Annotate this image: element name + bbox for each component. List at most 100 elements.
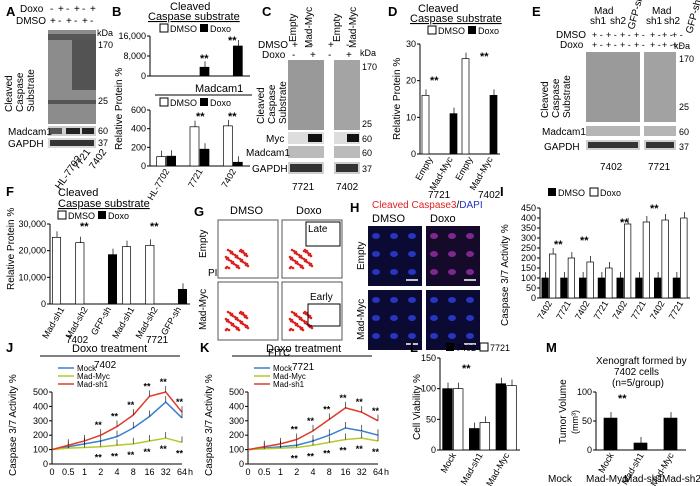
flow-dot bbox=[230, 250, 234, 254]
nucleus bbox=[390, 251, 398, 257]
nucleus bbox=[390, 233, 398, 239]
significance: ** bbox=[340, 393, 348, 403]
b-ylabel: Relative Protein % bbox=[114, 68, 125, 150]
g-xlabel: FITC bbox=[268, 348, 290, 359]
significance: ** bbox=[150, 221, 159, 233]
y-tick-label: 10,000 bbox=[18, 272, 46, 282]
bar bbox=[654, 277, 662, 299]
kda-label: kDa bbox=[97, 28, 113, 38]
x-tick-label: Mad-Myc bbox=[484, 451, 511, 486]
bar bbox=[166, 155, 177, 167]
significance: ** bbox=[200, 53, 209, 65]
flow-dot bbox=[300, 326, 304, 330]
legend-doxo-swatch bbox=[468, 26, 476, 34]
x-tick-label: 7402 bbox=[573, 299, 592, 321]
nucleus bbox=[466, 333, 474, 339]
kda-label: kDa bbox=[360, 48, 376, 58]
sign: + bbox=[50, 16, 56, 27]
f-ylabel: Relative Protein % bbox=[6, 208, 17, 290]
flow-dot bbox=[234, 263, 238, 267]
blot-cleaved-substrate bbox=[334, 60, 360, 130]
legend-dmso: DMSO bbox=[558, 188, 585, 198]
flow-dot bbox=[293, 259, 297, 263]
flow-dot bbox=[299, 316, 303, 320]
legend-dmso-swatch bbox=[427, 25, 437, 35]
y-tick-label: 150 bbox=[421, 353, 436, 363]
significance: ** bbox=[144, 447, 152, 457]
x-tick-label: 7721 bbox=[629, 299, 648, 321]
nucleus bbox=[390, 315, 398, 321]
flow-dot bbox=[309, 254, 313, 258]
k-title: Doxo treatment bbox=[266, 343, 341, 355]
y-tick-label: 100 bbox=[33, 445, 48, 455]
y-tick-label: 100 bbox=[421, 384, 436, 394]
flow-dot bbox=[235, 316, 239, 320]
bar bbox=[199, 66, 210, 77]
flow-dot bbox=[240, 258, 244, 262]
sign: - bbox=[90, 16, 93, 27]
y-tick-label: 300 bbox=[521, 233, 536, 243]
legend-label: Mad-Myc bbox=[273, 372, 306, 381]
y-tick-label: 100 bbox=[577, 387, 592, 397]
flow-dot bbox=[229, 321, 233, 325]
nucleus bbox=[448, 269, 456, 275]
y-tick-label: 8,000 bbox=[123, 51, 146, 61]
m-title-line1: Xenograft formed by bbox=[596, 356, 687, 367]
b-title-line1: Cleaved bbox=[170, 1, 210, 13]
x-tick-label: 64 bbox=[177, 467, 187, 477]
y-tick-label: 0 bbox=[239, 459, 244, 469]
dmso-label: DMSO bbox=[16, 16, 46, 27]
j-ylabel: Caspase 3/7 Activity % bbox=[8, 374, 19, 476]
x-tick-label: 0.5 bbox=[258, 467, 271, 477]
m-title-line3: (n=5/group) bbox=[612, 378, 664, 389]
significance: ** bbox=[228, 111, 237, 123]
panel-m: M Xenograft formed by 7402 cells (n=5/gr… bbox=[546, 340, 687, 486]
y-tick-label: 50 bbox=[526, 283, 536, 293]
bar bbox=[567, 257, 575, 299]
flow-dot bbox=[296, 262, 300, 266]
blot-band bbox=[72, 40, 96, 90]
blot-cleaved-substrate bbox=[586, 52, 640, 122]
nucleus bbox=[466, 315, 474, 321]
flow-dot bbox=[293, 321, 297, 325]
sign-row: - + - + - ++ - + - + - bbox=[50, 4, 96, 27]
bar bbox=[199, 148, 210, 167]
significance: ** bbox=[340, 446, 348, 456]
flow-dot bbox=[243, 323, 247, 327]
flow-dot bbox=[241, 322, 245, 326]
flow-dot bbox=[296, 324, 300, 328]
nucleus bbox=[408, 233, 416, 239]
bar bbox=[541, 277, 549, 299]
h-col-doxo: Doxo bbox=[430, 213, 456, 225]
blot-band bbox=[66, 128, 80, 134]
flow-dot bbox=[291, 320, 295, 324]
y-tick-label: 200 bbox=[229, 430, 244, 440]
j-title: Doxo treatment bbox=[72, 343, 147, 355]
bar bbox=[51, 236, 62, 305]
group-label: Mock bbox=[548, 474, 573, 485]
y-tick-label: 0 bbox=[531, 293, 536, 303]
panel-b: B Cleaved Caspase substrate DMSO Doxo 16… bbox=[112, 1, 252, 202]
flow-dot bbox=[291, 328, 295, 332]
flow-dot bbox=[245, 316, 249, 320]
bar bbox=[121, 246, 132, 305]
flow-dot bbox=[297, 315, 301, 319]
x-tick-label: 0 bbox=[49, 467, 54, 477]
row-label-gapdh: GAPDH bbox=[544, 142, 580, 153]
nucleus bbox=[372, 251, 380, 257]
y-tick-label: 400 bbox=[131, 124, 146, 134]
significance: ** bbox=[462, 363, 471, 375]
flow-dot bbox=[289, 265, 293, 269]
y-tick-label: 200 bbox=[521, 253, 536, 263]
flow-dot bbox=[241, 311, 245, 315]
flow-plot bbox=[281, 281, 343, 341]
x-tick-label: 16 bbox=[340, 467, 350, 477]
panel-a: A Doxo DMSO - + - + - ++ - + - + - kDa 170 25 60 3… bbox=[4, 4, 113, 192]
h-title-sep: / bbox=[457, 200, 460, 211]
flow-dot bbox=[227, 328, 231, 332]
y-tick-label: 0 bbox=[141, 71, 146, 81]
